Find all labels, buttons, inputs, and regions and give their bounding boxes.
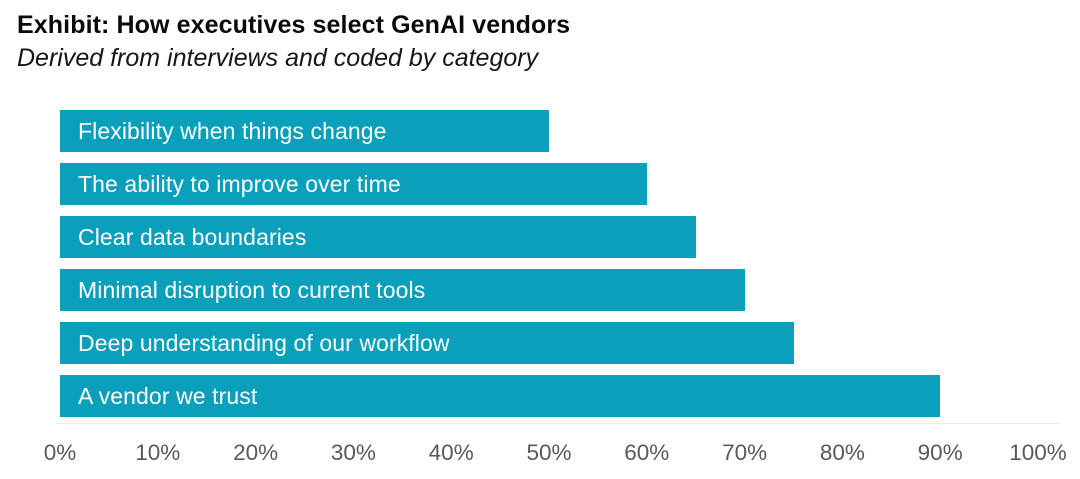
bar: Flexibility when things change (60, 110, 549, 152)
x-axis-tick-label: 10% (135, 440, 181, 465)
x-axis-tick-label: 0% (43, 440, 77, 465)
x-axis-tick-label: 90% (917, 440, 963, 465)
bar: Minimal disruption to current tools (60, 269, 745, 311)
x-axis-line (57, 423, 1060, 424)
bar: A vendor we trust (60, 375, 941, 417)
bar: Deep understanding of our workflow (60, 322, 794, 364)
bar-category-label: Flexibility when things change (78, 117, 387, 144)
x-axis-tick-label: 70% (722, 440, 768, 465)
bar-row: Deep understanding of our workflow (60, 322, 1038, 364)
bar-row: Minimal disruption to current tools (60, 269, 1038, 311)
x-axis-tick-label: 30% (330, 440, 376, 465)
bar-category-label: Deep understanding of our workflow (78, 329, 450, 356)
x-axis-tick-label: 20% (233, 440, 279, 465)
bar-row: A vendor we trust (60, 375, 1038, 417)
bar: Clear data boundaries (60, 216, 696, 258)
bar-group: Flexibility when things change The abilit… (60, 110, 1038, 417)
bar-category-label: The ability to improve over time (78, 170, 401, 197)
bar-category-label: Minimal disruption to current tools (78, 276, 426, 303)
horizontal-bar-chart: Flexibility when things change The abilit… (44, 110, 1067, 466)
bar-category-label: A vendor we trust (78, 382, 258, 409)
bar-row: The ability to improve over time (60, 163, 1038, 205)
bar-row: Clear data boundaries (60, 216, 1038, 258)
chart-title: Exhibit: How executives select GenAI ven… (17, 11, 571, 39)
x-axis-tick-label: 100% (1009, 440, 1067, 465)
bar-category-label: Clear data boundaries (78, 223, 307, 250)
x-axis-tick-label: 50% (526, 440, 572, 465)
x-axis-tick-label: 80% (819, 440, 865, 465)
x-axis-tick-label: 60% (624, 440, 670, 465)
chart-header: Exhibit: How executives select GenAI ven… (17, 9, 570, 74)
chart-subtitle: Derived from interviews and coded by cat… (17, 44, 539, 72)
bar-row: Flexibility when things change (60, 110, 1038, 152)
x-axis-tick-label: 40% (428, 440, 474, 465)
x-axis: 0% 10% 20% 30% 40% 50% 60% 70% 80% 90% 100% (44, 440, 1067, 466)
bar: The ability to improve over time (60, 163, 647, 205)
